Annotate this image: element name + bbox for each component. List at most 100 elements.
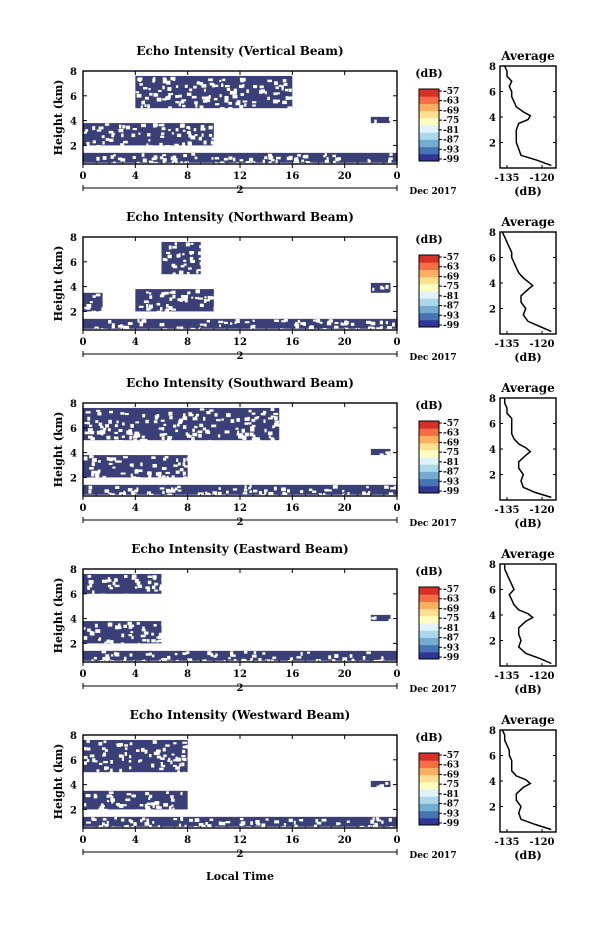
echo-gap [184,161,189,164]
x-tick-label: 12 [233,503,247,514]
echo-gap [119,768,123,773]
colorbar-tick-label: -57 [443,751,459,761]
avg-y-tick-label: 2 [489,803,496,814]
echo-gap [374,659,378,662]
echo-gap [174,652,178,656]
echo-gap [295,325,300,329]
avg-y-tick-label: 8 [489,726,496,737]
echo-gap [135,579,139,583]
echo-gap [89,424,93,427]
echo-gap [91,458,97,463]
colorbar-segment [419,637,439,646]
echo-gap [107,622,113,627]
echo-gap [105,424,109,428]
echo-gap [270,408,275,411]
echo-gap [342,489,345,493]
echo-gap [225,821,231,824]
echo-gap [289,96,293,100]
echo-gap [203,298,207,303]
colorbar-tick-label: -87 [443,634,459,644]
echo-gap [235,318,240,322]
echo-gap [195,413,199,417]
echo-gap [167,94,171,99]
echo-gap [127,488,133,492]
echo-gap [349,654,353,658]
echo-gap [376,819,382,822]
echo-gap [146,807,151,811]
echo-gap [165,144,170,149]
echo-gap [103,427,107,431]
echo-gap [322,328,327,330]
echo-gap [98,762,103,766]
echo-gap [119,804,124,808]
echo-gap [125,798,131,802]
echo-gap [121,757,125,761]
echo-gap [389,292,392,295]
echo-gap [126,125,131,130]
echo-gap [110,795,114,800]
colorbar-tick-label: -93 [443,643,459,653]
colorbar-segment [419,608,439,617]
echo-gap [156,640,160,643]
echo-gap [186,651,190,655]
echo-gap [149,304,153,309]
echo-gap [201,133,204,137]
echo-gap [278,84,282,87]
echo-gap [91,310,97,314]
echo-gap [343,327,348,330]
echo-gap [153,123,157,128]
colorbar-tick-label: -99 [443,653,459,663]
echo-gap [168,489,173,493]
echo-gap [144,804,148,808]
echo-gap [239,817,244,821]
avg-y-tick-label: 8 [489,62,496,73]
echo-gap [136,161,140,164]
avg-y-tick-label: 2 [489,471,496,482]
echo-gap [83,636,88,640]
echo-gap [88,485,93,490]
echo-gap [176,458,179,462]
echo-gap [163,803,169,807]
echo-gap [210,140,215,145]
echo-gap [198,257,202,260]
echo-gap [113,154,116,157]
y-axis-label: Height (km) [52,578,65,654]
colorbar-tick-label: -81 [443,624,459,634]
echo-gap [244,650,248,654]
echo-gap [300,322,305,325]
echo-gap [240,78,244,83]
echo-gap [105,138,110,141]
echo-gap [260,412,266,416]
echo-gap [179,418,183,423]
echo-gap [370,321,376,326]
echo-gap [177,462,181,466]
echo-gap [263,489,268,492]
echo-gap [111,323,115,326]
echo-gap [380,285,384,290]
echo-gap [162,160,166,164]
average-profile-line [501,729,552,831]
echo-gap [121,435,125,439]
echo-gap [106,820,109,825]
y-tick-label: 2 [70,639,77,650]
echo-gap [297,154,301,157]
echo-gap [86,740,90,743]
echo-gap [102,747,106,750]
echo-gap [209,83,213,86]
echo-gap [393,485,396,490]
echo-gap [124,747,128,750]
y-tick-label: 8 [70,565,77,576]
echo-gap [156,636,161,639]
echo-gap [104,808,108,812]
colorbar-segment [419,587,439,595]
echo-gap [158,89,162,93]
echo-gap [274,820,280,824]
colorbar-frame [418,586,440,660]
echo-gap [188,412,193,415]
echo-gap [186,271,190,276]
echo-gap [265,818,269,821]
colorbar-segment [419,789,439,797]
echo-gap [156,755,161,759]
avg-x-tick-label: -120 [529,671,554,682]
x-axis-label: Local Time [206,870,274,883]
